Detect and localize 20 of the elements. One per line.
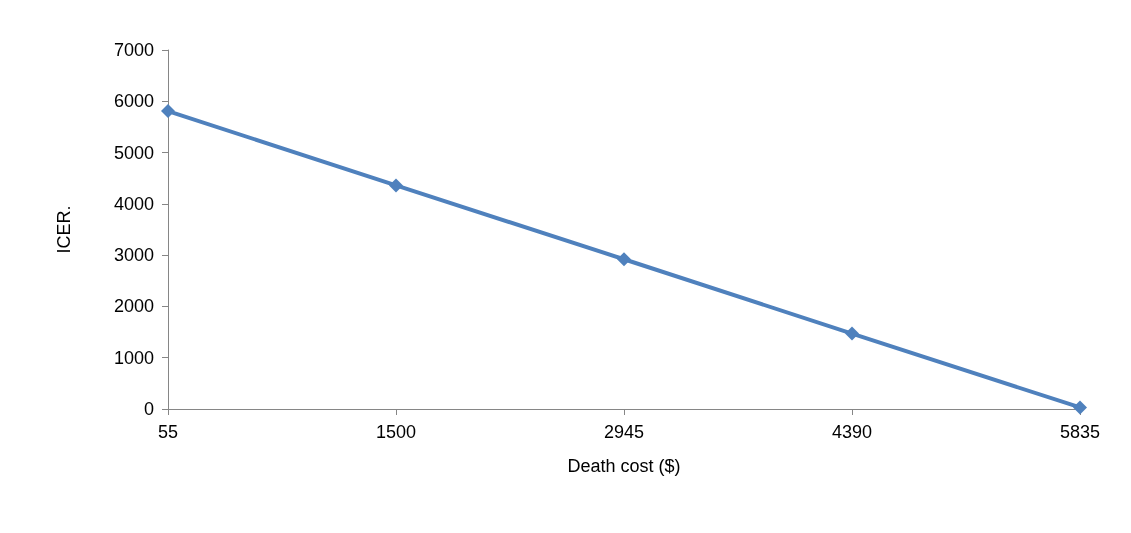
point — [845, 326, 859, 341]
y-tick-label: 3000 — [113, 245, 154, 266]
point — [389, 178, 403, 193]
y-tick-label: 6000 — [113, 91, 154, 112]
point — [1073, 400, 1087, 415]
y-tick-label: 4000 — [113, 193, 154, 214]
y-tick-label: 5000 — [113, 142, 154, 163]
y-axis-title: ICER. — [54, 205, 74, 254]
point — [161, 104, 175, 119]
x-axis-title: Death cost ($) — [567, 456, 681, 476]
point — [617, 252, 631, 267]
x-tick-label: 2945 — [603, 422, 645, 442]
x-tick-label: 1500 — [375, 422, 417, 442]
x-tick-label: 5835 — [1059, 422, 1101, 442]
y-tick-label: 7000 — [113, 40, 154, 60]
y-tick-label: 1000 — [113, 347, 154, 368]
y-tick-label: 2000 — [113, 296, 154, 317]
x-tick-label: 4390 — [831, 422, 873, 442]
x-tick-label: 55 — [157, 422, 179, 442]
y-tick-label: 0 — [143, 399, 154, 419]
